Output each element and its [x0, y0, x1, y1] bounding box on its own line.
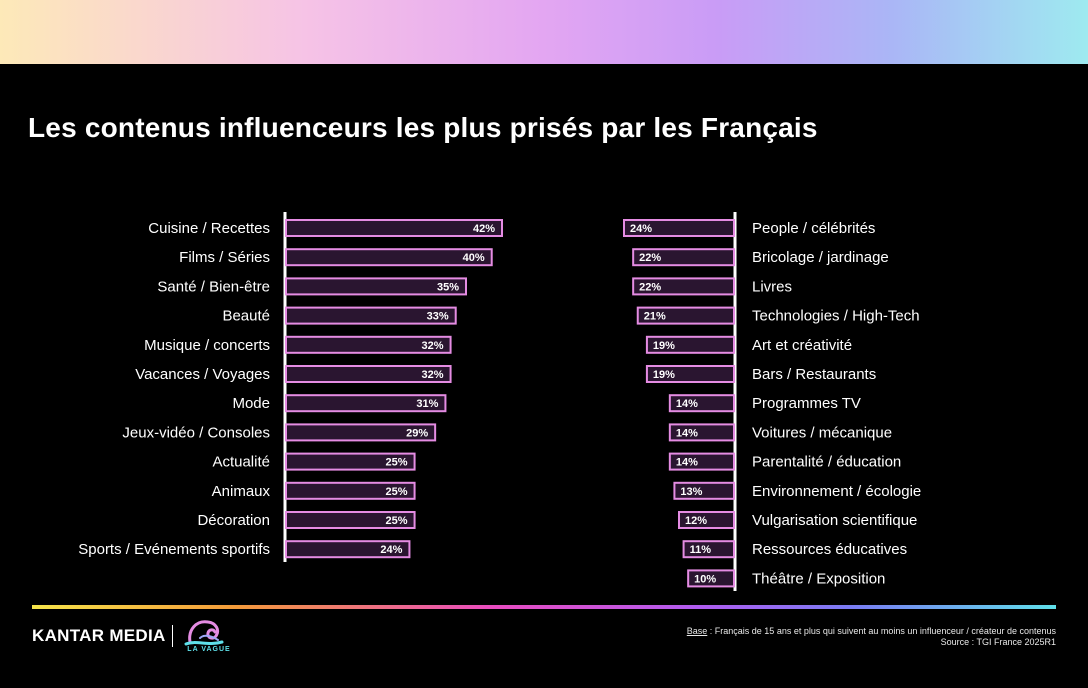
value-label-right-11: 12%	[685, 515, 707, 527]
top-gradient-band	[0, 0, 1088, 64]
category-label-left-3: Santé / Bien-être	[157, 278, 270, 295]
bar-right-5	[645, 335, 736, 354]
bar-left-7	[285, 394, 447, 413]
category-label-right-7: Programmes TV	[752, 395, 861, 412]
value-label-left-11: 25%	[386, 515, 408, 527]
category-label-left-2: Films / Séries	[179, 249, 270, 266]
bar-right-6	[645, 365, 736, 383]
category-label-left-1: Cuisine / Recettes	[148, 220, 270, 237]
value-label-right-2: 22%	[639, 252, 661, 264]
value-label-left-3: 35%	[437, 281, 459, 293]
value-label-left-9: 25%	[386, 457, 408, 469]
base-note: Base : Français de 15 ans et plus qui su…	[687, 626, 1056, 637]
category-label-left-6: Vacances / Voyages	[135, 366, 270, 383]
page-title: Les contenus influenceurs les plus prisé…	[28, 112, 818, 143]
bar-right-3	[632, 277, 736, 296]
value-label-left-2: 40%	[463, 252, 485, 264]
category-label-left-10: Animaux	[212, 483, 271, 500]
bar-right-12	[682, 540, 735, 559]
value-label-right-7: 14%	[676, 398, 698, 410]
value-label-left-8: 29%	[406, 427, 428, 439]
value-label-right-8: 14%	[676, 427, 698, 439]
value-label-right-6: 19%	[653, 369, 675, 381]
bar-right-7	[668, 394, 735, 413]
category-label-right-10: Environnement / écologie	[752, 483, 921, 500]
category-label-right-11: Vulgarisation scientifique	[752, 512, 917, 529]
bar-right-13	[687, 569, 736, 588]
category-label-right-8: Voitures / mécanique	[752, 424, 892, 441]
bar-left-2	[285, 248, 493, 267]
value-label-left-1: 42%	[473, 223, 495, 235]
kantar-media-logo: KANTAR MEDIA	[32, 626, 166, 645]
category-label-left-9: Actualité	[212, 454, 270, 471]
value-label-left-6: 32%	[422, 369, 444, 381]
value-label-right-4: 21%	[644, 311, 666, 323]
category-label-left-12: Sports / Evénements sportifs	[78, 541, 270, 558]
category-label-right-13: Théâtre / Exposition	[752, 570, 885, 587]
category-label-left-11: Décoration	[197, 512, 270, 529]
bar-left-11	[285, 511, 416, 529]
category-label-right-12: Ressources éducatives	[752, 541, 907, 558]
bar-left-5	[285, 335, 452, 354]
bar-left-10	[285, 481, 416, 500]
bar-left-8	[285, 423, 437, 442]
category-label-right-3: Livres	[752, 278, 792, 295]
bar-right-2	[632, 248, 736, 267]
footnote: Base : Français de 15 ans et plus qui su…	[687, 626, 1056, 648]
bar-left-12	[285, 540, 411, 559]
logo-divider	[172, 625, 173, 647]
value-label-right-5: 19%	[653, 340, 675, 352]
category-label-right-2: Bricolage / jardinage	[752, 249, 889, 266]
la-vague-logo-text: LA VAGUE	[187, 646, 231, 653]
category-label-left-4: Beauté	[222, 308, 270, 325]
bar-right-1	[623, 219, 735, 237]
base-text: : Français de 15 ans et plus qui suivent…	[707, 626, 1056, 636]
bar-right-9	[668, 452, 735, 471]
bar-right-10	[673, 481, 736, 500]
value-label-right-1: 24%	[630, 223, 652, 235]
bar-left-3	[285, 277, 467, 296]
base-label: Base	[686, 626, 708, 636]
value-label-left-5: 32%	[422, 340, 444, 352]
value-label-right-9: 14%	[676, 457, 698, 469]
value-label-right-10: 13%	[680, 486, 702, 498]
bar-right-11	[678, 511, 735, 529]
value-label-left-12: 24%	[380, 544, 402, 556]
category-label-left-8: Jeux-vidéo / Consoles	[122, 424, 270, 441]
wave-icon	[184, 620, 224, 646]
category-label-right-6: Bars / Restaurants	[752, 366, 876, 383]
category-label-right-1: People / célébrités	[752, 220, 875, 237]
value-label-left-10: 25%	[386, 486, 408, 498]
value-label-left-7: 31%	[416, 398, 438, 410]
bar-left-6	[285, 365, 452, 383]
bar-right-8	[668, 423, 735, 442]
category-label-right-9: Parentalité / éducation	[752, 454, 901, 471]
value-label-right-13: 10%	[694, 573, 716, 585]
category-label-right-4: Technologies / High-Tech	[752, 308, 920, 325]
source-note: Source : TGI France 2025R1	[940, 637, 1056, 647]
chart-area: 42% Cuisine / Recettes 40% Films / Séries 35…	[78, 212, 921, 591]
footer-gradient-line	[32, 605, 1056, 609]
category-label-left-5: Musique / concerts	[144, 337, 270, 354]
bar-left-1	[285, 219, 503, 237]
bar-right-4	[636, 306, 735, 325]
bar-left-4	[285, 306, 457, 325]
value-label-right-12: 11%	[690, 544, 712, 556]
category-label-left-7: Mode	[232, 395, 270, 412]
category-label-right-5: Art et créativité	[752, 337, 852, 354]
bar-left-9	[285, 452, 416, 471]
value-label-left-4: 33%	[427, 311, 449, 323]
value-label-right-3: 22%	[639, 281, 661, 293]
